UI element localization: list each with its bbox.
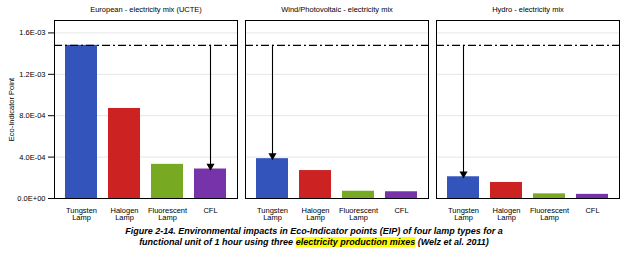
svg-text:European - electricity mix (UC: European - electricity mix (UCTE)	[90, 5, 202, 14]
svg-text:FluorescentLamp: FluorescentLamp	[530, 206, 570, 223]
svg-text:8.0E-04: 8.0E-04	[19, 111, 45, 120]
html-text:functional unit of 1 hour usin: functional unit of 1 hour using three el…	[139, 237, 489, 248]
svg-text:Wind/Photovoltaic - electricit: Wind/Photovoltaic - electricity mix	[281, 5, 393, 14]
svg-text:TungstenLamp: TungstenLamp	[448, 206, 479, 223]
svg-text:TungstenLamp: TungstenLamp	[257, 206, 288, 223]
svg-text:4.0E-04: 4.0E-04	[19, 153, 45, 162]
svg-text:FluorescentLamp: FluorescentLamp	[339, 206, 379, 223]
svg-text:Eco-Indicator Point: Eco-Indicator Point	[7, 77, 16, 141]
svg-text:HalogenLamp: HalogenLamp	[302, 206, 330, 223]
svg-text:CFL: CFL	[394, 206, 408, 215]
svg-text:0.0E+00: 0.0E+00	[17, 194, 45, 203]
svg-text:FluorescentLamp: FluorescentLamp	[148, 206, 188, 223]
svg-text:1.2E-03: 1.2E-03	[19, 70, 45, 79]
svg-text:HalogenLamp: HalogenLamp	[493, 206, 521, 223]
svg-text:HalogenLamp: HalogenLamp	[111, 206, 139, 223]
svg-text:CFL: CFL	[585, 206, 599, 215]
svg-text:Hydro - electricity mix: Hydro - electricity mix	[492, 5, 564, 14]
svg-text:TungstenLamp: TungstenLamp	[66, 206, 97, 223]
svg-text:CFL: CFL	[203, 206, 217, 215]
svg-text:1.6E-03: 1.6E-03	[19, 28, 45, 37]
html-text:Figure 2-14. Environmental imp: Figure 2-14. Environmental impacts in Ec…	[125, 226, 503, 236]
